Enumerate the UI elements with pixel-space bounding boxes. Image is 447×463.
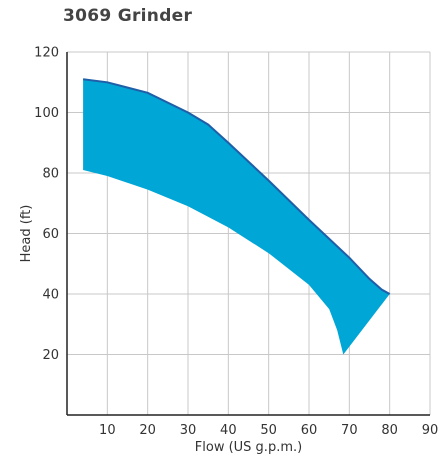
y-tick-label-5: 120 (34, 46, 59, 61)
x-tick-label-4: 50 (260, 423, 277, 438)
chart-title: 3069 Grinder (63, 6, 193, 26)
x-tick-label-1: 20 (139, 423, 156, 438)
performance-band (83, 79, 390, 355)
x-tick-label-2: 30 (180, 423, 197, 438)
y-tick-label-0: 20 (42, 348, 59, 363)
x-tick-label-5: 60 (301, 423, 318, 438)
x-tick-label-8: 90 (422, 423, 439, 438)
y-tick-label-4: 100 (34, 106, 59, 121)
x-tick-label-7: 80 (381, 423, 398, 438)
y-axis-label: Head (ft) (19, 205, 34, 263)
x-tick-label-0: 10 (99, 423, 116, 438)
y-tick-labels: 20 40 60 80 100 120 (34, 46, 59, 364)
x-tick-label-3: 40 (220, 423, 237, 438)
y-tick-label-2: 60 (42, 227, 59, 242)
upper-curve-line (82, 78, 391, 295)
y-tick-label-1: 40 (42, 288, 59, 303)
x-axis-label: Flow (US g.p.m.) (195, 440, 302, 455)
y-tick-label-3: 80 (42, 167, 59, 182)
x-tick-label-6: 70 (341, 423, 358, 438)
axes (66, 52, 430, 416)
x-tick-labels: 10 20 30 40 50 60 70 80 90 (99, 423, 438, 438)
